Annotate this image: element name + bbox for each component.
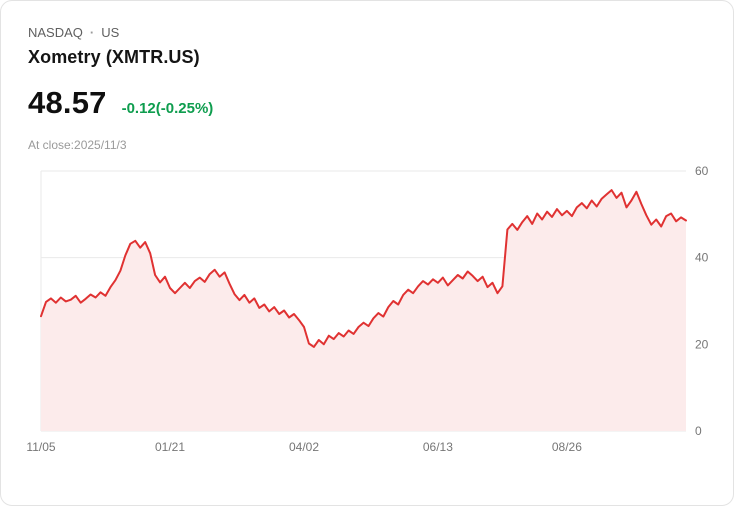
price-change: -0.12(-0.25%) bbox=[121, 100, 214, 117]
x-axis-tick-label: 06/13 bbox=[423, 440, 453, 454]
separator-dot: · bbox=[89, 25, 95, 40]
close-info: At close:2025/11/3 bbox=[28, 138, 127, 152]
y-axis-tick-label: 60 bbox=[695, 164, 709, 178]
stock-title: Xometry (XMTR.US) bbox=[28, 47, 200, 67]
region-label: US bbox=[101, 25, 120, 40]
x-axis-tick-label: 08/26 bbox=[552, 440, 582, 454]
y-axis-tick-label: 0 bbox=[695, 424, 702, 438]
y-axis-tick-label: 20 bbox=[695, 337, 709, 351]
price-area-fill bbox=[41, 190, 686, 431]
x-axis-tick-label: 04/02 bbox=[289, 440, 319, 454]
y-axis-tick-label: 40 bbox=[695, 251, 709, 265]
price-value: 48.57 bbox=[28, 85, 107, 120]
x-axis-tick-label: 01/21 bbox=[155, 440, 185, 454]
price-chart[interactable]: 0 20 40 60 11/05 01/21 04/02 06/13 08/26 bbox=[1, 156, 733, 466]
x-axis-tick-label: 11/05 bbox=[26, 440, 55, 454]
exchange-row: NASDAQ · US bbox=[28, 25, 705, 40]
exchange-label: NASDAQ bbox=[28, 25, 83, 40]
price-line bbox=[40, 189, 687, 348]
price-chart-svg[interactable]: 0 20 40 60 11/05 01/21 04/02 06/13 08/26 bbox=[1, 156, 734, 466]
price-row: 48.57 -0.12(-0.25%) bbox=[28, 85, 705, 121]
quote-header: NASDAQ · US Xometry (XMTR.US) 48.57 -0.1… bbox=[1, 1, 733, 152]
